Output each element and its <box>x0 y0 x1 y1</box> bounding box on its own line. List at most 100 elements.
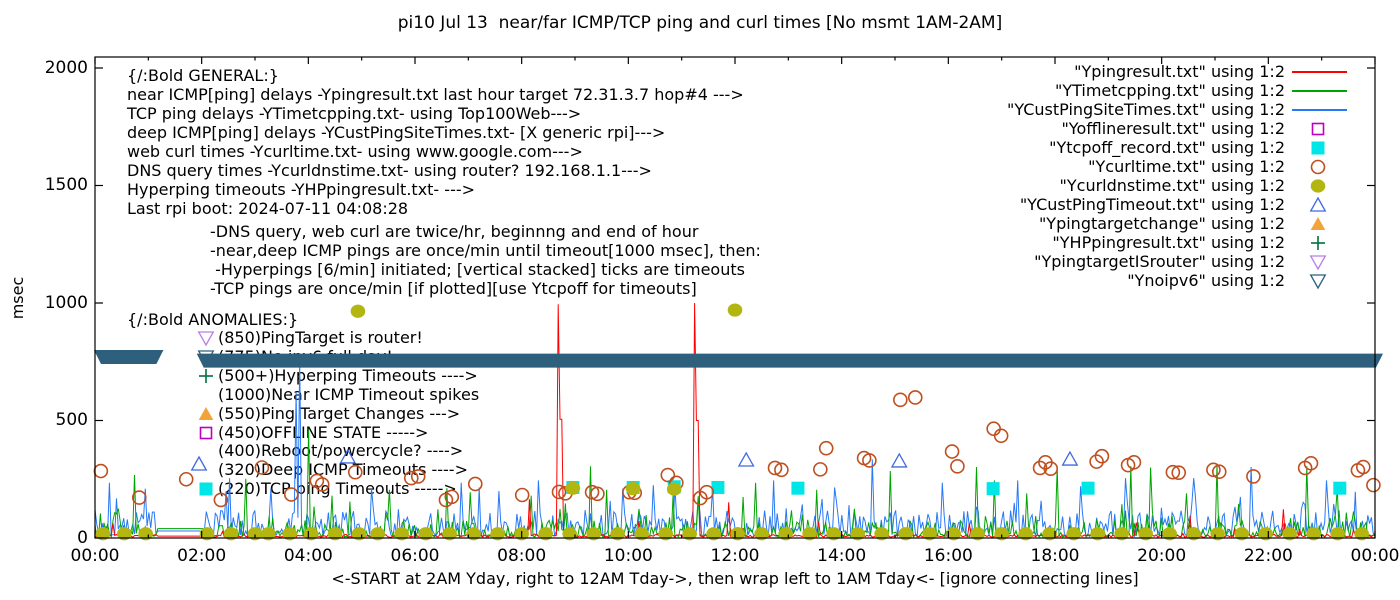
anomaly-marker <box>197 329 215 347</box>
circle-open-point <box>1038 455 1053 470</box>
anomaly-item: (775)No ipv6 full day! <box>218 346 393 366</box>
circle-open-point <box>558 486 573 501</box>
circle-filled-point <box>634 527 649 541</box>
circle-open-point <box>1303 455 1319 471</box>
circle-filled-point <box>1282 527 1297 541</box>
circle-filled-point <box>826 527 841 541</box>
circle-filled-point <box>394 527 409 541</box>
general-note: -TCP pings are once/min [if plotted][use… <box>210 279 697 298</box>
general-line: DNS query times -Ycurldnstime.txt- using… <box>127 161 652 180</box>
circle-open-point <box>467 476 483 492</box>
x-axis-caption: <-START at 2AM Yday, right to 12AM Tday-… <box>331 569 1139 588</box>
general-line: deep ICMP[ping] delays -YCustPingSiteTim… <box>127 123 666 142</box>
circle-filled-point <box>418 527 433 541</box>
circle-filled-point <box>199 527 215 541</box>
circle-filled-point <box>95 527 111 541</box>
circle-open-point <box>131 490 147 505</box>
circle-filled-point <box>946 527 961 541</box>
circle-open-point <box>813 462 828 477</box>
circle-filled-point <box>1354 527 1369 541</box>
x-tick-label: 04:00 <box>283 546 333 566</box>
circle-filled-point <box>562 527 577 541</box>
general-line: Hyperping timeouts -YHPpingresult.txt- -… <box>127 180 476 199</box>
anomaly-item: (850)PingTarget is router! <box>218 328 423 347</box>
circle-filled-point <box>625 482 641 496</box>
circle-open-point <box>1126 455 1142 470</box>
x-tick-label: 08:00 <box>497 546 547 566</box>
x-tick-label: 06:00 <box>390 546 440 566</box>
square-filled-point <box>711 480 725 494</box>
circle-filled-point <box>350 304 366 318</box>
circle-filled-point <box>327 527 343 541</box>
circle-open-point <box>1206 462 1221 478</box>
circle-filled-point <box>706 527 721 541</box>
circle-open-point <box>1366 477 1381 493</box>
circle-open-point <box>1165 464 1181 480</box>
circle-filled-point <box>282 527 297 541</box>
x-tick-label: 00:00 <box>1350 546 1400 566</box>
triangle-filled-icon <box>198 406 214 420</box>
circle-open-point <box>551 484 567 500</box>
circle-filled-point <box>850 527 865 541</box>
circle-open-point <box>1089 454 1104 469</box>
circle-open-point <box>818 440 834 456</box>
general-line: TCP ping delays -YTimetcpping.txt- using… <box>127 104 582 123</box>
anomaly-item: (1000)Near ICMP Timeout spikes <box>218 384 480 404</box>
x-tick-label: 16:00 <box>923 546 973 566</box>
chart-title: pi10 Jul 13 near/far ICMP/TCP ping and c… <box>397 13 1003 33</box>
circle-open-point <box>767 460 783 476</box>
circle-open-point <box>590 486 605 502</box>
x-tick-label: 14:00 <box>817 546 867 566</box>
circle-open-point <box>627 485 643 501</box>
general-line: web curl times -Ycurltime.txt- using www… <box>127 142 583 161</box>
square-filled-point <box>1333 481 1347 495</box>
circle-filled-point <box>682 527 697 541</box>
noipv6-band-segment <box>94 350 164 365</box>
legend-swatch-square-filled <box>1311 141 1325 155</box>
circle-filled-point <box>922 527 937 541</box>
circle-open-point <box>1120 457 1136 473</box>
circle-open-point <box>893 392 908 408</box>
circle-open-point <box>1094 448 1110 464</box>
circle-open-point <box>993 428 1009 444</box>
legend-label: "YpingtargetISrouter" using 1:2 <box>1034 252 1285 271</box>
circle-filled-point <box>666 482 682 496</box>
general-line: Last rpi boot: 2024-07-11 04:08:28 <box>127 199 409 218</box>
legend-label: "YHPpingresult.txt" using 1:2 <box>1052 233 1285 252</box>
anomaly-marker <box>190 455 208 473</box>
circle-filled-point <box>874 527 889 541</box>
y-axis-label: msec <box>8 276 27 320</box>
x-tick-label: 02:00 <box>177 546 227 566</box>
circle-filled-point <box>1234 527 1249 541</box>
circle-filled-point <box>247 527 263 541</box>
anomaly-marker <box>197 348 215 366</box>
circle-open-point <box>669 475 684 491</box>
circle-filled-point <box>223 527 239 541</box>
y-tick-label: 500 <box>55 410 88 430</box>
circle-filled-point <box>1138 527 1153 541</box>
square-open-icon <box>199 426 213 439</box>
square-filled-point <box>791 481 805 495</box>
circle-filled-point <box>586 527 601 541</box>
legend-swatch-triangle-filled <box>1310 217 1326 230</box>
circle-filled-point <box>1042 527 1057 541</box>
legend-swatch-square-open <box>1311 122 1325 136</box>
anomaly-marker <box>197 480 215 498</box>
y-tick-label: 2000 <box>44 57 88 78</box>
legend-swatch-triangle-down-open <box>1309 255 1327 271</box>
triangle-open-icon <box>190 455 208 471</box>
anomalies-header: {/:Bold ANOMALIES:} <box>127 310 299 329</box>
legend-swatch-triangle-down-open <box>1309 274 1327 290</box>
circle-filled-point <box>490 527 505 541</box>
x-tick-label: 22:00 <box>1243 546 1293 566</box>
circle-filled-point <box>1162 527 1177 541</box>
circle-open-point <box>699 484 715 500</box>
anomaly-item: (550)Ping Target Changes ---> <box>218 403 461 423</box>
circle-open-point <box>1032 460 1048 476</box>
x-tick-label: 20:00 <box>1137 546 1187 566</box>
anomaly-marker <box>197 424 215 442</box>
circle-open-point <box>178 471 194 487</box>
square-filled-point <box>566 480 580 494</box>
legend-label: "Ynoipv6" using 1:2 <box>1127 271 1285 290</box>
